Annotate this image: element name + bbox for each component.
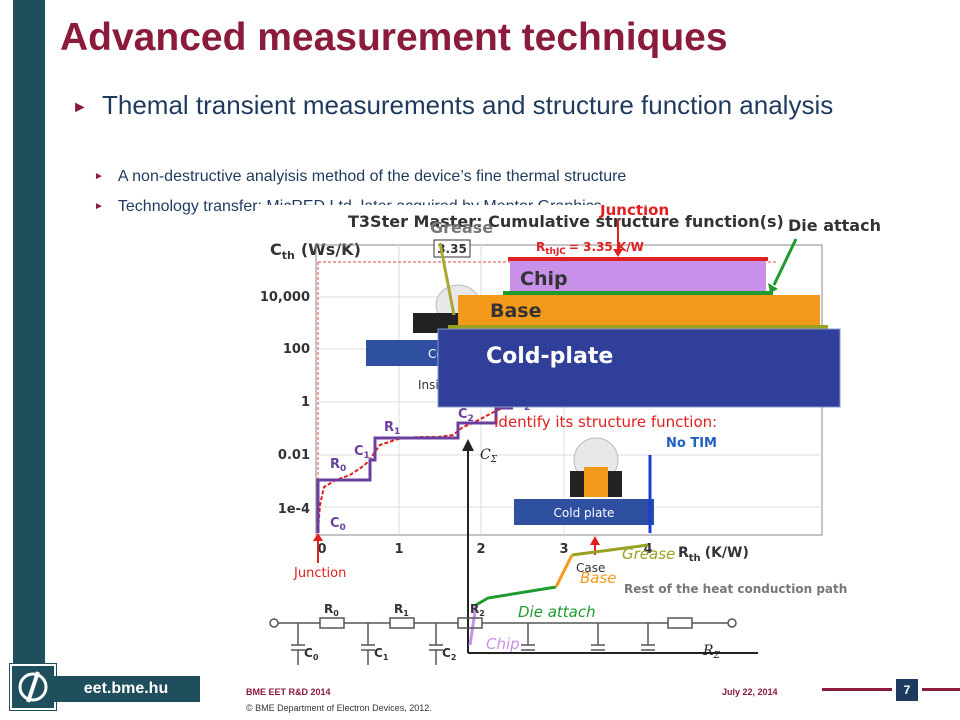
slide-title: Advanced measurement techniques: [60, 16, 728, 59]
cold-plate-small-label: Cold plate: [554, 506, 615, 520]
left-accent-bar: [13, 0, 45, 690]
y-tick: 1e-4: [278, 502, 310, 517]
net-r1: R1: [394, 602, 409, 618]
sub-bullet-1-text: A non-destructive analyisis method of th…: [117, 168, 627, 185]
r-sigma-label: RΣ: [702, 643, 721, 661]
footer-copyright: © BME Department of Electron Devices, 20…: [246, 703, 432, 713]
junction-bottom-label: Junction: [293, 566, 346, 581]
x-tick: 0: [317, 542, 326, 557]
footer-date: July 22, 2014: [722, 687, 778, 697]
label-r0: R0: [330, 457, 346, 474]
x-axis-label: Rth (K/W): [678, 545, 749, 564]
rest-label: Rest of the heat conduction path: [624, 582, 847, 596]
c-sigma-arrow-icon: [462, 439, 474, 451]
label-c2: C2: [458, 407, 474, 424]
die-attach-label: Die attach: [788, 216, 881, 235]
junction-label: Junction: [599, 205, 669, 219]
chip-label: Chip: [520, 268, 568, 290]
chip-lower-label: Chip: [486, 635, 520, 653]
footer-divider: [822, 688, 892, 691]
case-label: Case: [576, 561, 605, 575]
grease-lower-label: Grease: [622, 545, 675, 563]
bullet-arrow-icon: ►: [72, 99, 88, 116]
die-attach-arrow-icon: [768, 283, 778, 293]
footer-site-link[interactable]: eet.bme.hu: [52, 676, 200, 702]
net-c2: C2: [442, 646, 456, 662]
die-attach-layer: [503, 291, 773, 295]
net-r0: R0: [324, 602, 339, 618]
label-r1: R1: [384, 420, 400, 437]
cold-plate-label: Cold-plate: [486, 344, 613, 369]
y-tick: 10,000: [260, 290, 310, 305]
chip-layer: [510, 261, 766, 291]
y-tick: 1: [301, 395, 310, 410]
footer-divider-right: [922, 688, 960, 691]
chart-title: T3Ster Master: Cumulative structure func…: [348, 212, 784, 231]
grease-label: Grease: [430, 218, 493, 237]
cold-plate-small: [514, 499, 654, 525]
cold-plate-layer: [437, 328, 841, 408]
y-tick: 100: [283, 342, 310, 357]
c-sigma-label: CΣ: [480, 447, 498, 465]
junction-arrow-icon: [313, 533, 323, 541]
bullet-arrow-icon: ►: [94, 201, 104, 212]
structure-function-figure: T3Ster Master: Cumulative structure func…: [258, 205, 920, 683]
identify-text: Identify its structure function:: [494, 413, 717, 431]
page-number: 7: [896, 679, 918, 701]
junction-down-arrow-icon: [613, 249, 623, 257]
sub-bullet-1: ► A non-destructive analyisis method of t…: [94, 168, 626, 186]
footer-dept: BME EET R&D 2014: [246, 687, 331, 697]
bme-logo-icon: [10, 664, 56, 710]
main-bullet-text: Themal transient measurements and struct…: [102, 90, 834, 120]
x-tick: 2: [476, 542, 485, 557]
net-c0: C0: [304, 646, 319, 662]
cold-plate-small-top: [366, 340, 446, 366]
value-335: 3.35: [437, 242, 467, 256]
model-step-curve: [316, 406, 513, 533]
x-tick: 1: [394, 542, 403, 557]
rc-ladder-network: [269, 617, 737, 665]
no-tim-label: No TIM: [666, 436, 717, 451]
die-attach-lower-label: Die attach: [518, 603, 596, 621]
rthjc-label: RthJC = 3.35 K/W: [536, 240, 644, 257]
grease-layer: [448, 325, 828, 329]
base-lower-label: Base: [580, 569, 617, 587]
x-tick: 3: [559, 542, 568, 557]
net-c1: C1: [374, 646, 389, 662]
base-layer: [458, 295, 820, 325]
label-c1: C1: [354, 444, 370, 461]
base-label: Base: [490, 300, 542, 322]
label-c0: C0: [330, 516, 346, 533]
x-tick: 4: [643, 542, 652, 557]
net-r2: R2: [470, 602, 485, 618]
case-arrow-icon: [590, 536, 600, 545]
bullet-arrow-icon: ►: [94, 171, 104, 182]
y-tick: 0.01: [278, 448, 310, 463]
junction-layer: [508, 257, 768, 261]
